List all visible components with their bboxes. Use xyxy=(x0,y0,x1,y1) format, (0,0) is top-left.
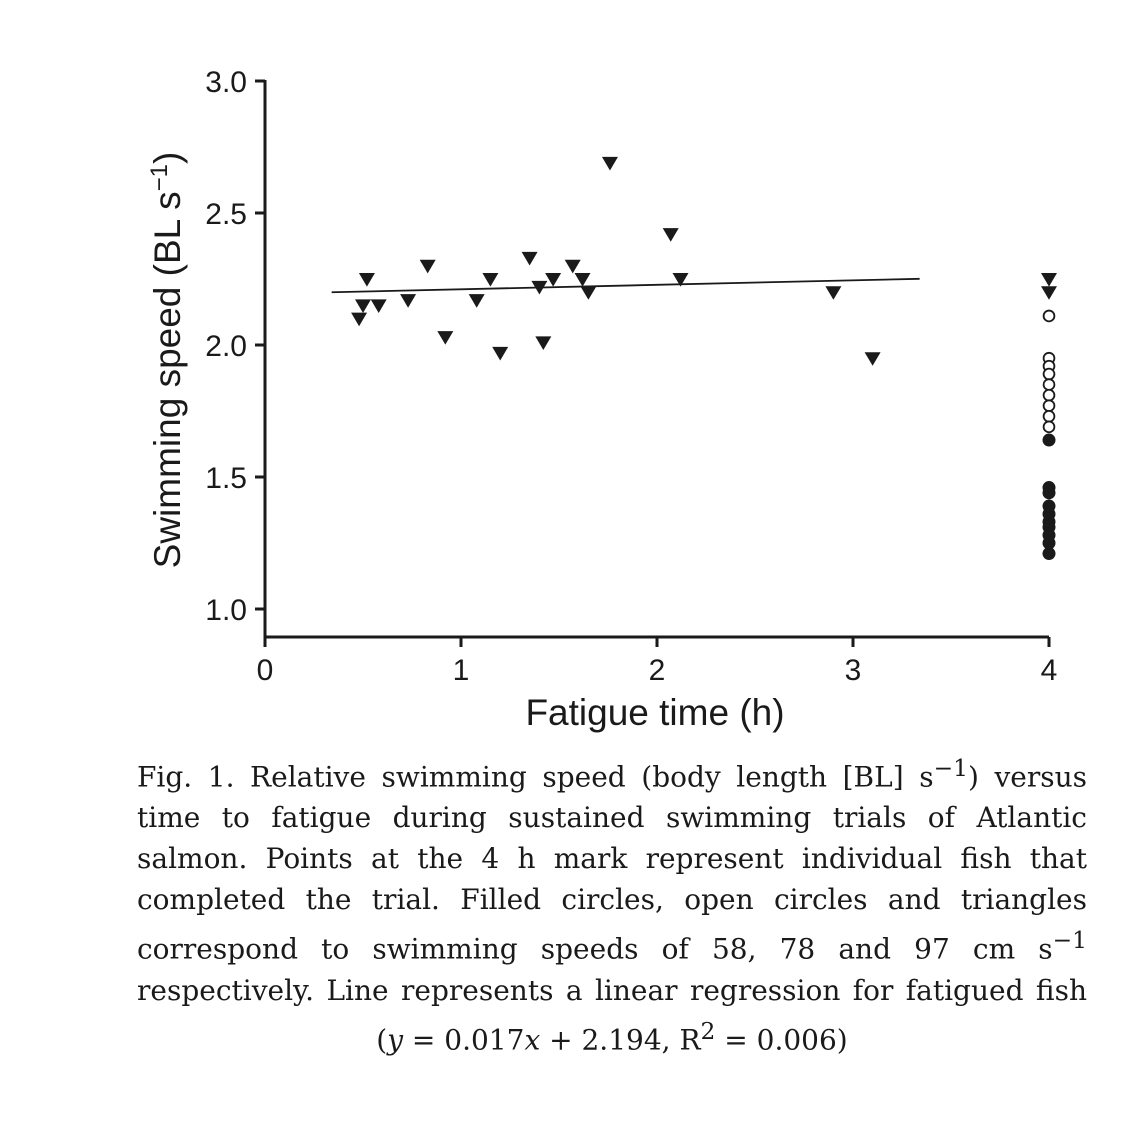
triangle-point xyxy=(535,336,552,350)
triangle-point xyxy=(864,352,881,366)
triangle-point xyxy=(825,286,842,300)
x-tick-label: 3 xyxy=(845,654,862,687)
triangle-point xyxy=(580,286,597,300)
triangle-point xyxy=(482,273,499,287)
triangle-point xyxy=(521,251,538,266)
triangle-point xyxy=(564,259,581,274)
filled-circle-point xyxy=(1042,433,1056,447)
triangle-point xyxy=(355,299,371,313)
filled-circle-point xyxy=(1042,536,1056,550)
x-tick-label: 4 xyxy=(1041,654,1058,687)
y-tick-label: 1.5 xyxy=(205,462,247,495)
triangle-point xyxy=(1041,273,1057,287)
open-circle-point xyxy=(1042,409,1056,423)
figure-caption: Fig. 1. Relative swimming speed (body le… xyxy=(137,754,1087,1056)
triangle-point xyxy=(662,228,679,242)
x-tick-label: 1 xyxy=(453,654,470,687)
y-tick-label: 3.0 xyxy=(205,66,247,99)
axes xyxy=(255,79,1051,647)
open-circle-point xyxy=(1042,309,1056,323)
x-tick-label: 0 xyxy=(257,654,274,687)
triangle-point xyxy=(437,331,454,345)
y-tick-label: 2.5 xyxy=(205,198,247,231)
open-circle-point xyxy=(1042,420,1056,434)
data-marks xyxy=(331,156,1057,561)
triangle-point xyxy=(400,294,417,308)
triangle-point xyxy=(1041,286,1057,300)
triangle-point xyxy=(468,294,485,308)
triangle-point xyxy=(358,273,375,287)
y-axis-title-superscript: −1 xyxy=(146,164,173,191)
triangle-point xyxy=(574,273,591,287)
open-circle-point xyxy=(1042,378,1056,391)
open-circle-point xyxy=(1042,388,1056,402)
triangle-point xyxy=(601,156,618,171)
filled-circle-point xyxy=(1042,547,1056,561)
triangle-point xyxy=(672,273,689,287)
triangle-point xyxy=(531,280,548,295)
x-axis-title: Fatigue time (h) xyxy=(525,692,784,733)
triangle-point xyxy=(545,273,562,287)
open-circle-point xyxy=(1042,367,1056,381)
x-tick-label: 2 xyxy=(649,654,666,687)
y-axis-title: Swimming speed (BL s−1) xyxy=(146,152,188,569)
triangle-point xyxy=(351,312,368,327)
y-tick-label: 2.0 xyxy=(205,330,247,363)
filled-circle-point xyxy=(1042,486,1056,500)
regression-line xyxy=(331,277,920,294)
y-tick-label: 1.0 xyxy=(205,594,247,627)
tick-labels: 1.0 1.5 2.0 2.5 3.0 0 1 2 3 4 xyxy=(205,66,1057,687)
open-circle-point xyxy=(1042,399,1056,413)
triangle-point xyxy=(492,346,509,361)
triangle-point xyxy=(370,299,387,313)
scatter-chart: 1.0 1.5 2.0 2.5 3.0 0 1 2 3 4 Fatigue time (h) Sw… xyxy=(146,66,1057,733)
triangle-point xyxy=(419,259,436,274)
